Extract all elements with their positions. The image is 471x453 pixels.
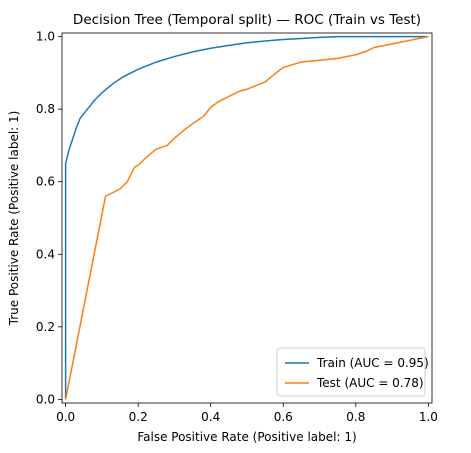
plot-lines (64, 35, 429, 400)
y-tick-label: 0.8 (36, 102, 55, 116)
y-axis-label: True Positive Rate (Positive label: 1) (7, 111, 21, 327)
x-tick-label: 0.4 (201, 410, 220, 424)
y-axis-ticks: 0.0 0.2 0.4 0.6 0.8 1.0 (36, 30, 62, 406)
x-tick-label: 0.0 (56, 410, 75, 424)
series-line-test (64, 35, 429, 400)
y-tick-label: 0.0 (36, 392, 55, 406)
x-tick-label: 0.6 (274, 410, 293, 424)
legend-label: Test (AUC = 0.78) (316, 376, 424, 390)
legend-label: Train (AUC = 0.95) (316, 356, 429, 370)
axes-frame (61, 32, 433, 404)
x-tick-label: 0.2 (129, 410, 148, 424)
legend: Train (AUC = 0.95) Test (AUC = 0.78) (276, 347, 429, 397)
x-axis-ticks: 0.0 0.2 0.4 0.6 0.8 1.0 (56, 403, 438, 424)
legend-box (276, 347, 426, 397)
x-axis-label: False Positive Rate (Positive label: 1) (137, 430, 356, 444)
x-tick-label: 0.8 (346, 410, 365, 424)
x-tick-label: 1.0 (419, 410, 438, 424)
chart-title: Decision Tree (Temporal split) — ROC (Tr… (73, 12, 421, 28)
series-line-train (64, 35, 429, 400)
y-tick-label: 0.2 (36, 320, 55, 334)
y-tick-label: 0.4 (36, 247, 55, 261)
y-tick-label: 1.0 (36, 30, 55, 44)
y-tick-label: 0.6 (36, 175, 55, 189)
